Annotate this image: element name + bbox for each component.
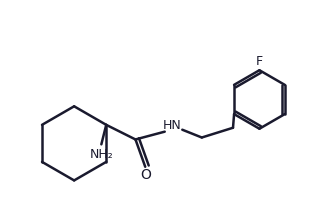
Text: HN: HN [163, 119, 182, 132]
Text: O: O [140, 168, 151, 182]
Text: NH₂: NH₂ [89, 148, 113, 161]
Text: F: F [256, 55, 263, 68]
